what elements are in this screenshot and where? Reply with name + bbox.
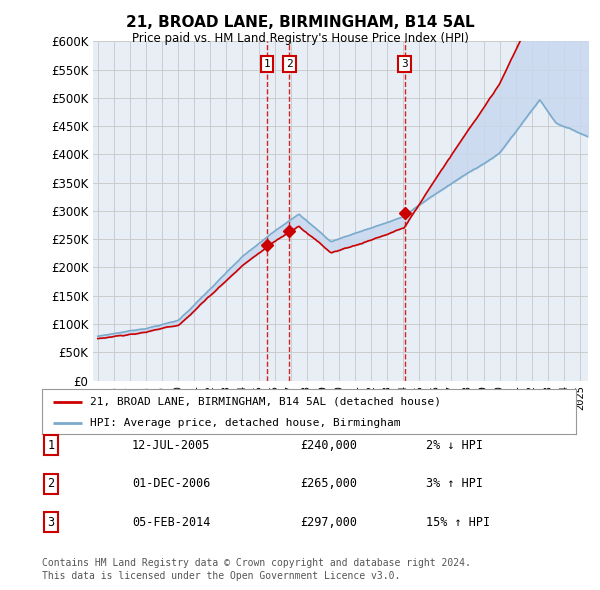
- Text: 1: 1: [47, 439, 55, 452]
- Text: 3% ↑ HPI: 3% ↑ HPI: [426, 477, 483, 490]
- Text: 12-JUL-2005: 12-JUL-2005: [132, 439, 211, 452]
- Text: 3: 3: [47, 516, 55, 529]
- Text: £240,000: £240,000: [300, 439, 357, 452]
- Text: 2: 2: [47, 477, 55, 490]
- Text: 15% ↑ HPI: 15% ↑ HPI: [426, 516, 490, 529]
- Text: 01-DEC-2006: 01-DEC-2006: [132, 477, 211, 490]
- Text: HPI: Average price, detached house, Birmingham: HPI: Average price, detached house, Birm…: [90, 418, 401, 428]
- Text: 21, BROAD LANE, BIRMINGHAM, B14 5AL (detached house): 21, BROAD LANE, BIRMINGHAM, B14 5AL (det…: [90, 397, 441, 407]
- Text: £265,000: £265,000: [300, 477, 357, 490]
- Text: 1: 1: [263, 59, 271, 69]
- Text: 05-FEB-2014: 05-FEB-2014: [132, 516, 211, 529]
- Text: 21, BROAD LANE, BIRMINGHAM, B14 5AL: 21, BROAD LANE, BIRMINGHAM, B14 5AL: [125, 15, 475, 30]
- Text: Price paid vs. HM Land Registry's House Price Index (HPI): Price paid vs. HM Land Registry's House …: [131, 32, 469, 45]
- Text: 2% ↓ HPI: 2% ↓ HPI: [426, 439, 483, 452]
- Text: £297,000: £297,000: [300, 516, 357, 529]
- Text: Contains HM Land Registry data © Crown copyright and database right 2024.
This d: Contains HM Land Registry data © Crown c…: [42, 558, 471, 581]
- Text: 3: 3: [401, 59, 408, 69]
- Text: 2: 2: [286, 59, 293, 69]
